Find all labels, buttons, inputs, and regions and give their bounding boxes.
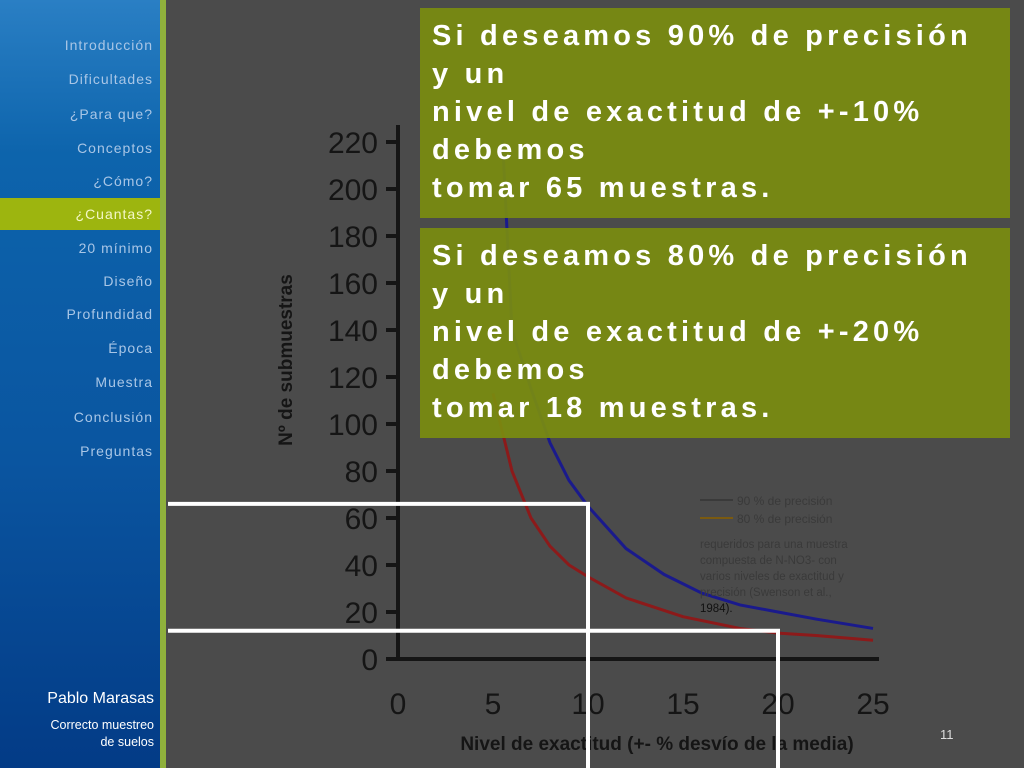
y-tick-label: 220 — [328, 127, 378, 160]
page-number: 11 — [940, 727, 954, 742]
x-tick-label: 0 — [390, 688, 407, 721]
sidebar-item-1[interactable]: Dificultades — [68, 71, 153, 87]
y-tick-label: 100 — [328, 409, 378, 442]
sidebar-item-9[interactable]: Época — [108, 340, 153, 356]
legend-label-1: 80 % de precisión — [737, 512, 832, 526]
x-tick-label: 5 — [485, 688, 502, 721]
x-axis-label: Nivel de exactitud (+- % desvío de la me… — [460, 734, 853, 755]
legend-label-0: 90 % de precisión — [737, 494, 832, 508]
sidebar-item-7[interactable]: Diseño — [103, 273, 153, 289]
reference-line-1 — [168, 628, 780, 768]
y-tick-label: 60 — [345, 503, 378, 536]
reference-line-0 — [168, 501, 590, 768]
y-axis-label: Nº de submuestras — [276, 274, 297, 446]
note-line: Si deseamos 80% de precisión y un — [432, 240, 972, 310]
note-line: nivel de exactitud de +-20% debemos — [432, 316, 924, 386]
series-line-1 — [491, 393, 874, 642]
author-name: Pablo Marasas — [47, 690, 154, 707]
y-tick-label: 80 — [345, 456, 378, 489]
sidebar — [0, 0, 160, 768]
sidebar-item-12[interactable]: Preguntas — [80, 443, 153, 459]
y-tick-label: 180 — [328, 221, 378, 254]
note-line: tomar 65 muestras. — [432, 172, 774, 204]
subtitle-line: Correcto muestreo — [50, 718, 154, 732]
note-90-precision: Si deseamos 90% de precisión y un nivel … — [420, 8, 1010, 218]
sidebar-item-4[interactable]: ¿Cómo? — [93, 173, 153, 189]
sidebar-item-0[interactable]: Introducción — [64, 37, 153, 53]
presentation-subtitle: Correcto muestreo de suelos — [10, 717, 154, 751]
chart-caption-line: varios niveles de exactitud y — [700, 571, 844, 583]
sidebar-item-10[interactable]: Muestra — [95, 374, 153, 390]
chart-caption-line: precisión (Swenson et al., — [700, 587, 832, 599]
y-tick-label: 200 — [328, 174, 378, 207]
y-tick-label: 20 — [345, 597, 378, 630]
sidebar-item-8[interactable]: Profundidad — [66, 306, 153, 322]
y-tick-label: 120 — [328, 362, 378, 395]
sidebar-item-11[interactable]: Conclusión — [73, 409, 153, 425]
note-line: Si deseamos 90% de precisión y un — [432, 20, 972, 90]
subtitle-line: de suelos — [100, 735, 154, 749]
y-tick-label: 140 — [328, 315, 378, 348]
sidebar-item-2[interactable]: ¿Para que? — [69, 106, 153, 122]
y-tick-label: 160 — [328, 268, 378, 301]
sidebar-divider — [160, 0, 166, 768]
note-line: tomar 18 muestras. — [432, 392, 774, 424]
note-80-precision: Si deseamos 80% de precisión y un nivel … — [420, 228, 1010, 438]
chart-caption-line: 1984). — [700, 603, 733, 615]
chart-caption-line: requeridos para una muestra — [700, 539, 848, 551]
note-line: nivel de exactitud de +-10% debemos — [432, 96, 924, 166]
sidebar-item-5[interactable]: ¿Cuantas? — [0, 198, 160, 230]
sidebar-item-6[interactable]: 20 mínimo — [78, 240, 153, 256]
x-tick-label: 25 — [856, 688, 889, 721]
y-tick-label: 40 — [345, 550, 378, 583]
y-tick-label: 0 — [361, 644, 378, 677]
chart-caption-line: compuesta de N-NO3- con — [700, 555, 837, 567]
sidebar-item-3[interactable]: Conceptos — [77, 140, 153, 156]
x-tick-label: 15 — [666, 688, 699, 721]
